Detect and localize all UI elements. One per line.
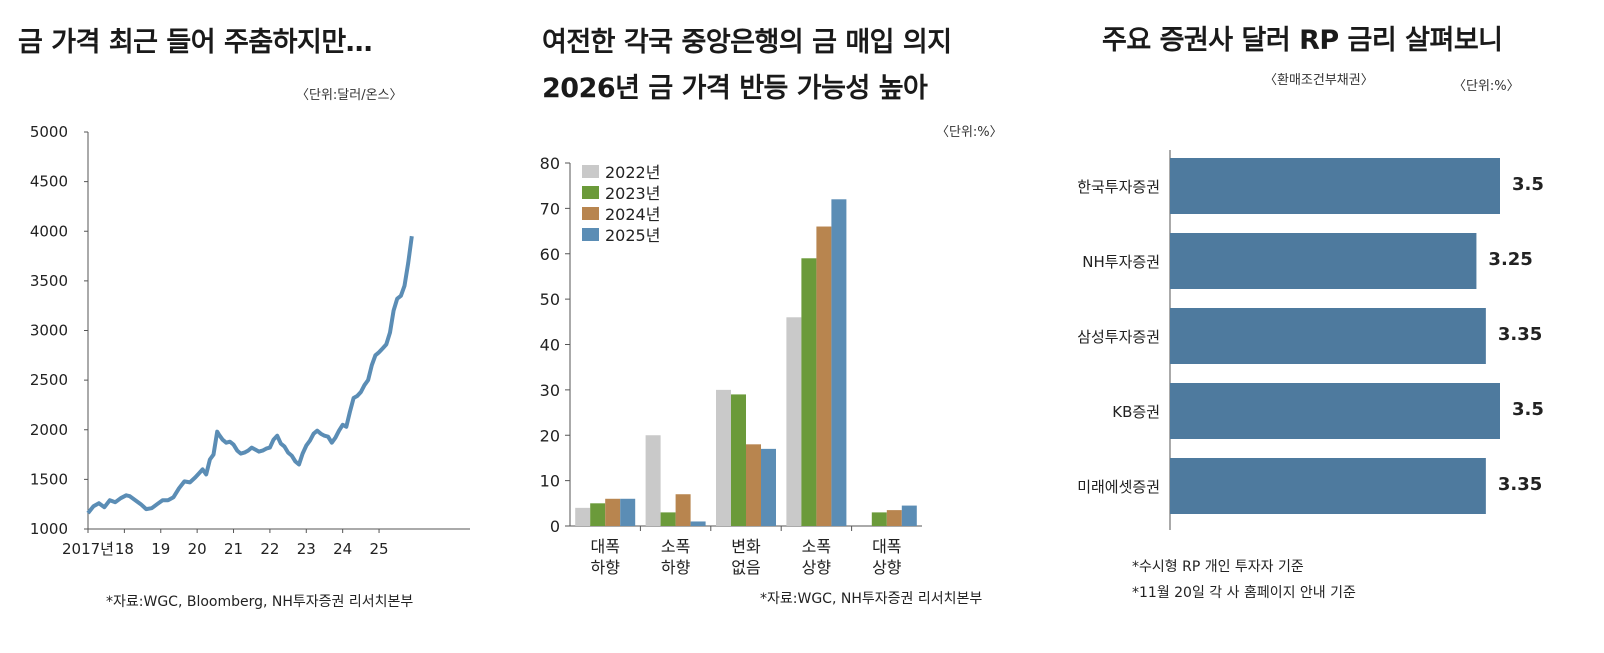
legend-label: 2024년 — [605, 205, 660, 224]
central-bank-title-line2: 2026년 금 가격 반등 가능성 높아 — [542, 73, 928, 104]
bar — [731, 394, 746, 526]
x-tick-label: 20 — [188, 540, 207, 558]
value-label: 3.35 — [1498, 324, 1542, 345]
y-tick-label: 1500 — [30, 470, 68, 488]
bar — [1170, 233, 1477, 289]
y-tick-label: 40 — [540, 336, 560, 355]
y-tick-label: 0 — [550, 517, 560, 536]
y-tick-label: 60 — [540, 245, 560, 264]
category-label: 대폭 — [590, 537, 619, 556]
y-tick-label: 4000 — [30, 222, 68, 240]
y-tick-label: 70 — [540, 199, 560, 218]
central-bank-title-line1: 여전한 각국 중앙은행의 금 매입 의지 — [542, 27, 952, 58]
category-label: 미래에셋증권 — [1077, 478, 1160, 496]
bar — [716, 389, 731, 526]
bar — [620, 498, 636, 526]
bar — [831, 199, 847, 527]
category-label: 대폭 — [872, 537, 901, 556]
bar — [886, 510, 902, 526]
rp-rate-subtitle: 〈환매조건부채권〉 — [1264, 73, 1374, 88]
central-bank-unit: 〈단위:%〉 — [936, 125, 1003, 140]
category-label: 하향 — [661, 558, 691, 577]
x-tick-label: 2017년 — [62, 540, 114, 558]
legend-label: 2022년 — [605, 163, 660, 182]
x-tick-label: 19 — [151, 540, 170, 558]
bar — [1170, 458, 1486, 514]
category-label: 하향 — [590, 558, 620, 577]
bar — [816, 226, 832, 526]
bar — [1170, 308, 1486, 364]
gold-price-chart: 1000 1500 2000 2500 3000 3500 4000 4500 5000 2017… — [30, 123, 470, 558]
rp-rate-note-2: *11월 20일 각 사 홈페이지 안내 기준 — [1132, 585, 1356, 601]
bar — [871, 512, 887, 526]
y-tick-label: 3000 — [30, 322, 68, 340]
bar — [786, 317, 802, 526]
bar — [690, 521, 706, 526]
bar — [590, 503, 606, 526]
legend-swatch — [582, 186, 599, 199]
value-label: 3.25 — [1488, 249, 1532, 270]
x-tick-label: 25 — [370, 540, 389, 558]
rp-rate-note-1: *수시형 RP 개인 투자자 기준 — [1132, 559, 1304, 575]
y-tick-label: 80 — [540, 154, 560, 173]
category-label: 상향 — [872, 558, 902, 577]
y-tick-label: 50 — [540, 290, 560, 309]
x-tick-label: 23 — [297, 540, 316, 558]
bar — [746, 444, 761, 526]
x-tick-label: 22 — [260, 540, 279, 558]
bar — [1170, 158, 1500, 214]
bar — [645, 435, 661, 526]
category-label: 없음 — [731, 558, 760, 577]
y-tick-label: 1000 — [30, 520, 68, 538]
y-tick-label: 5000 — [30, 123, 68, 141]
legend-label: 2025년 — [605, 226, 660, 245]
category-label: 삼성투자증권 — [1077, 328, 1160, 346]
central-bank-panel: 여전한 각국 중앙은행의 금 매입 의지 2026년 금 가격 반등 가능성 높… — [520, 0, 1060, 653]
value-label: 3.35 — [1498, 474, 1542, 495]
category-label: 소폭 — [802, 537, 831, 556]
category-label: 소폭 — [661, 537, 690, 556]
category-label: 한국투자증권 — [1077, 178, 1160, 196]
gold-price-title: 금 가격 최근 들어 주춤하지만… — [18, 27, 373, 58]
x-tick-label: 18 — [115, 540, 134, 558]
bar — [761, 448, 776, 526]
bar — [575, 507, 591, 526]
legend-swatch — [582, 207, 599, 220]
bar — [801, 258, 817, 526]
y-tick-label: 2000 — [30, 421, 68, 439]
bar — [1170, 383, 1500, 439]
gold-price-source: *자료:WGC, Bloomberg, NH투자증권 리서치본부 — [106, 594, 414, 610]
bar — [901, 505, 917, 526]
bar — [675, 494, 691, 526]
bar — [605, 498, 621, 526]
rp-rate-unit: 〈단위:%〉 — [1453, 79, 1520, 94]
legend-swatch — [582, 228, 599, 241]
gold-price-line — [86, 235, 414, 515]
y-tick-label: 20 — [540, 426, 560, 445]
y-tick-label: 3500 — [30, 272, 68, 290]
category-label: NH투자증권 — [1082, 253, 1160, 271]
rp-rate-panel: 주요 증권사 달러 RP 금리 살펴보니 〈환매조건부채권〉 〈단위:%〉 한국… — [1060, 0, 1604, 653]
y-tick-label: 30 — [540, 381, 560, 400]
rp-rate-chart: 한국투자증권 3.5 NH투자증권 3.25 삼성투자증권 3.35 KB증권 3.5 미래에셋… — [1077, 150, 1544, 530]
y-tick-label: 10 — [540, 472, 560, 491]
x-tick-label: 24 — [333, 540, 352, 558]
value-label: 3.5 — [1512, 174, 1544, 195]
rp-rate-title: 주요 증권사 달러 RP 금리 살펴보니 — [1102, 25, 1503, 56]
legend-label: 2023년 — [605, 184, 660, 203]
category-label: 변화 — [731, 537, 761, 556]
bar — [660, 512, 676, 526]
x-tick-label: 21 — [224, 540, 243, 558]
legend-swatch — [582, 165, 599, 178]
value-label: 3.5 — [1512, 399, 1544, 420]
central-bank-source: *자료:WGC, NH투자증권 리서치본부 — [760, 591, 983, 607]
category-label: KB증권 — [1112, 403, 1160, 421]
category-label: 상향 — [802, 558, 832, 577]
y-tick-label: 2500 — [30, 371, 68, 389]
gold-price-panel: 금 가격 최근 들어 주춤하지만… 〈단위:달러/온스〉 1000 1500 200… — [0, 0, 520, 653]
gold-price-unit: 〈단위:달러/온스〉 — [296, 88, 403, 103]
y-tick-label: 4500 — [30, 173, 68, 191]
